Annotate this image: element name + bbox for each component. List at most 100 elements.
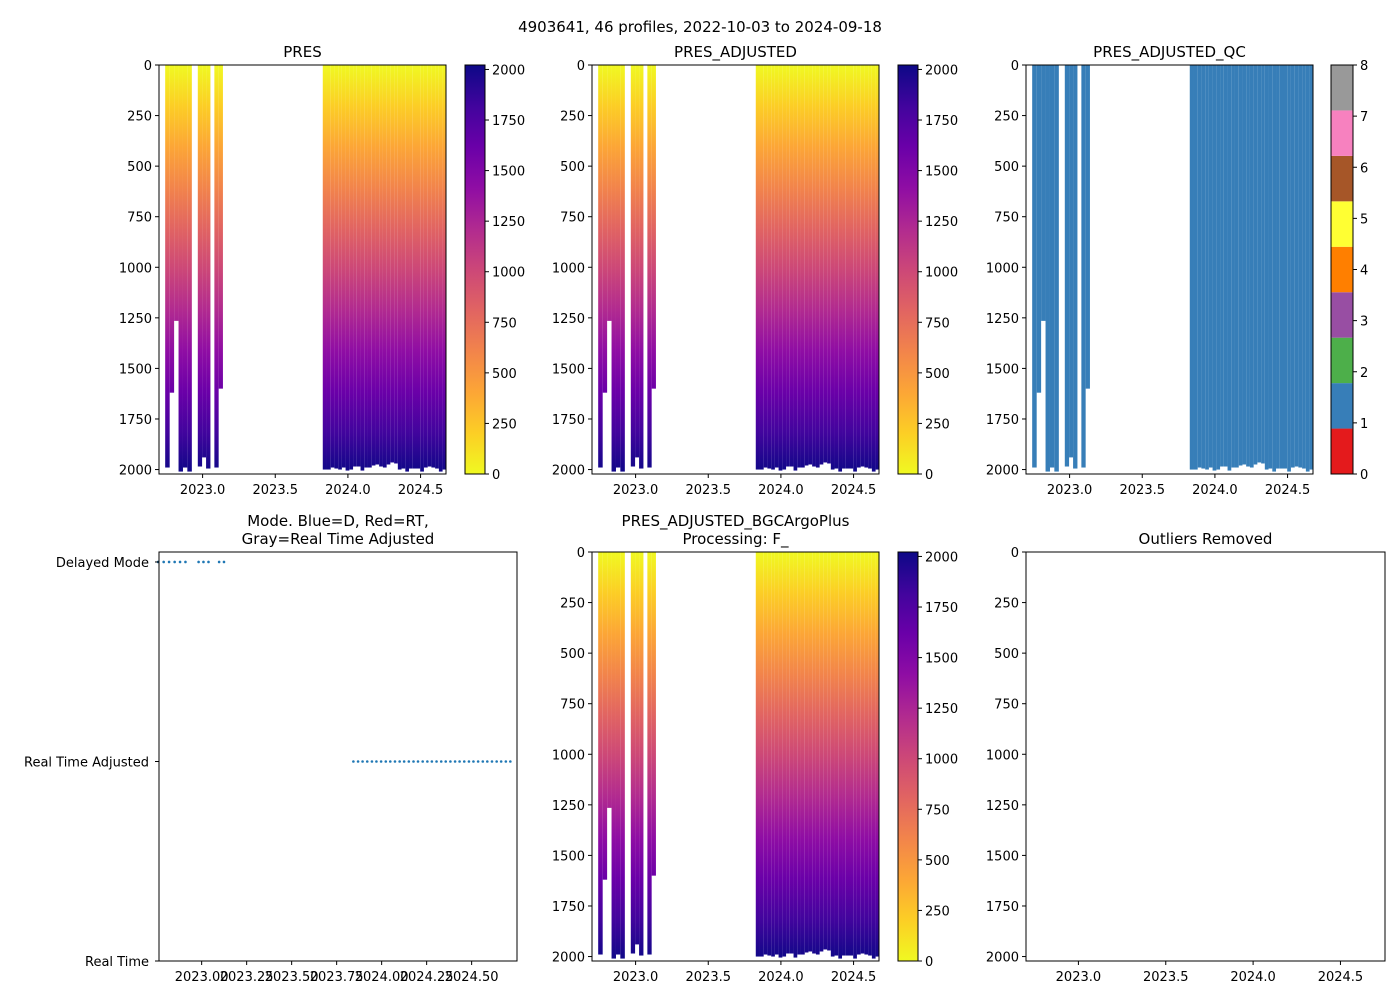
mode-dot bbox=[379, 760, 383, 763]
profile-column bbox=[607, 65, 612, 321]
profile-column bbox=[800, 65, 805, 468]
y-tick-label: 0 bbox=[577, 59, 585, 74]
y-tick-label: 0 bbox=[144, 59, 152, 74]
profile-column bbox=[871, 65, 876, 472]
profile-column bbox=[214, 65, 219, 468]
profile-column bbox=[345, 65, 350, 471]
profile-column bbox=[598, 552, 603, 955]
profile-column bbox=[1249, 65, 1254, 468]
colorbar-tick-label: 1250 bbox=[925, 702, 958, 717]
colorbar-tick-label: 1750 bbox=[492, 114, 525, 129]
x-tick-label: 2023.50 bbox=[265, 970, 319, 985]
mode-dot bbox=[197, 560, 200, 564]
profile-column bbox=[1073, 65, 1078, 469]
profile-column bbox=[789, 65, 794, 467]
y-tick-label: 750 bbox=[560, 211, 585, 226]
profile-column bbox=[1238, 65, 1243, 466]
x-tick-label: 2024.0 bbox=[758, 970, 804, 985]
mode-dot bbox=[462, 760, 466, 763]
profile-column bbox=[651, 65, 656, 389]
profile-column bbox=[187, 65, 192, 472]
profile-column bbox=[438, 65, 443, 472]
mode-dot bbox=[472, 760, 475, 763]
profile-column bbox=[630, 65, 636, 467]
x-tick-label: 2023.0 bbox=[1056, 970, 1102, 985]
profile-column bbox=[1227, 65, 1232, 471]
mode-dot bbox=[481, 760, 485, 763]
profile-column bbox=[797, 65, 801, 468]
mode-dot bbox=[407, 760, 411, 763]
mode-dot bbox=[490, 760, 494, 763]
x-tick-label: 2023.0 bbox=[613, 970, 659, 985]
y-tick-label: 500 bbox=[560, 160, 585, 175]
profile-column bbox=[1193, 65, 1198, 470]
profile-column bbox=[635, 65, 640, 458]
figure-suptitle: 4903641, 46 profiles, 2022-10-03 to 2024… bbox=[518, 18, 882, 36]
mode-dot bbox=[370, 760, 374, 763]
profile-column bbox=[651, 552, 656, 876]
mode-dot bbox=[173, 560, 176, 564]
x-tick-label: 2024.0 bbox=[325, 483, 371, 498]
profile-column bbox=[1054, 65, 1059, 472]
x-tick-label: 2024.25 bbox=[400, 970, 454, 985]
profile-column bbox=[808, 65, 813, 465]
profile-column bbox=[405, 65, 410, 472]
colorbar-tick-label: 5 bbox=[1360, 212, 1368, 227]
y-tick-label: 500 bbox=[127, 160, 152, 175]
mode-dot bbox=[393, 760, 397, 763]
y-tick-label: 750 bbox=[994, 211, 1019, 226]
profile-column bbox=[169, 65, 175, 393]
colorbar-tick-label: 500 bbox=[925, 367, 950, 382]
mode-dot bbox=[495, 760, 498, 763]
y-tick-label: Real Time Adjusted bbox=[24, 755, 149, 770]
mode-dot bbox=[439, 760, 443, 763]
profile-column bbox=[1268, 65, 1273, 469]
profile-column bbox=[849, 65, 854, 469]
profile-column bbox=[845, 65, 850, 469]
qc-colorbar-bin bbox=[1331, 65, 1353, 111]
profile-column bbox=[774, 65, 779, 468]
panel-pressure-1: PRES_ADJUSTED 0 250 500 750 1000 1250 1500 1750 2… bbox=[552, 43, 958, 498]
colorbar-tick-label: 500 bbox=[492, 367, 517, 382]
profile-column bbox=[1212, 65, 1217, 471]
profile-column bbox=[842, 552, 846, 956]
profile-column bbox=[1290, 65, 1295, 468]
colorbar-tick-label: 0 bbox=[492, 468, 500, 483]
mode-dot bbox=[504, 760, 508, 763]
y-tick-label: 2000 bbox=[119, 464, 152, 479]
profile-column bbox=[804, 65, 809, 466]
profile-column bbox=[763, 65, 768, 468]
profile-column bbox=[782, 552, 787, 957]
colorbar-tick-label: 2 bbox=[1360, 366, 1368, 381]
axes-frame bbox=[158, 551, 518, 962]
x-tick-label: 2024.00 bbox=[355, 970, 409, 985]
x-tick-label: 2024.0 bbox=[758, 483, 804, 498]
colorbar-tick-label: 8 bbox=[1360, 59, 1368, 74]
colorbar-tick-label: 1250 bbox=[492, 215, 525, 230]
profile-column bbox=[1298, 65, 1303, 468]
profile-column bbox=[1287, 65, 1291, 472]
profile-column bbox=[165, 65, 170, 468]
profile-column bbox=[860, 65, 865, 467]
y-tick-label: 1250 bbox=[986, 312, 1019, 327]
profile-column bbox=[206, 65, 211, 469]
y-tick-label: Real Time bbox=[85, 955, 149, 970]
axes-frame bbox=[1025, 64, 1314, 475]
y-tick-label: 1500 bbox=[552, 849, 585, 864]
axes-frame bbox=[591, 64, 880, 475]
profile-column bbox=[1216, 65, 1221, 470]
mode-dot bbox=[217, 560, 221, 564]
profile-column bbox=[602, 552, 608, 880]
mode-dot bbox=[202, 560, 205, 564]
qc-colorbar-bin bbox=[1331, 383, 1353, 429]
x-tick-label: 2024.5 bbox=[1265, 483, 1311, 498]
profile-column bbox=[330, 65, 335, 468]
profile-column bbox=[1234, 65, 1239, 468]
x-tick-label: 2024.0 bbox=[1230, 970, 1276, 985]
panel-title-line: Gray=Real Time Adjusted bbox=[242, 530, 435, 548]
y-tick-label: 1250 bbox=[986, 799, 1019, 814]
y-tick-label: 2000 bbox=[986, 951, 1019, 966]
profile-column bbox=[360, 65, 365, 471]
profile-column bbox=[178, 65, 183, 472]
x-tick-label: 2023.0 bbox=[180, 483, 226, 498]
